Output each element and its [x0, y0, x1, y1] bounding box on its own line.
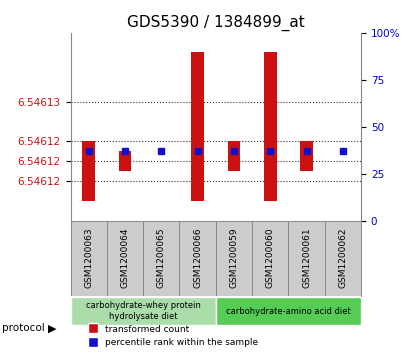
Text: GSM1200065: GSM1200065 [157, 228, 166, 289]
Text: GSM1200063: GSM1200063 [84, 228, 93, 289]
FancyBboxPatch shape [71, 297, 216, 325]
Bar [82, 142, 95, 201]
Bar [300, 142, 313, 171]
Text: GSM1200064: GSM1200064 [120, 228, 129, 289]
Bar [264, 52, 277, 201]
Text: GSM1200059: GSM1200059 [229, 228, 239, 289]
Text: carbohydrate-amino acid diet: carbohydrate-amino acid diet [226, 306, 351, 315]
Text: GSM1200062: GSM1200062 [338, 228, 347, 289]
Text: carbohydrate-whey protein
hydrolysate diet: carbohydrate-whey protein hydrolysate di… [86, 301, 200, 321]
Title: GDS5390 / 1384899_at: GDS5390 / 1384899_at [127, 15, 305, 31]
FancyBboxPatch shape [216, 297, 361, 325]
Bar [119, 151, 132, 171]
Bar [191, 52, 204, 201]
Text: GSM1200061: GSM1200061 [302, 228, 311, 289]
Text: GSM1200060: GSM1200060 [266, 228, 275, 289]
Text: protocol: protocol [2, 323, 45, 333]
Legend: transformed count, percentile rank within the sample: transformed count, percentile rank withi… [85, 321, 262, 351]
Text: GSM1200066: GSM1200066 [193, 228, 202, 289]
Bar [227, 142, 240, 171]
Text: ▶: ▶ [48, 323, 56, 333]
